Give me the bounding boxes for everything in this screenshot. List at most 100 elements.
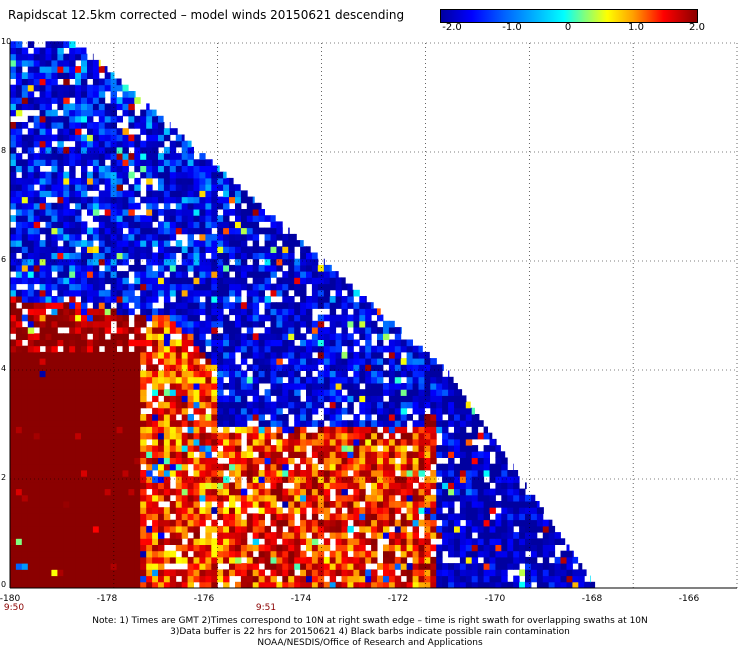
wind-cell bbox=[87, 563, 94, 570]
wind-cell bbox=[140, 383, 147, 390]
wind-cell bbox=[152, 550, 159, 558]
wind-cell bbox=[15, 463, 23, 471]
wind-cell bbox=[276, 407, 283, 415]
wind-cell bbox=[217, 289, 224, 297]
wind-cell bbox=[116, 296, 123, 303]
wind-cell bbox=[388, 569, 396, 577]
wind-cell bbox=[211, 389, 218, 396]
wind-cell bbox=[406, 432, 413, 440]
wind-cell bbox=[63, 463, 70, 471]
wind-cell bbox=[205, 283, 212, 291]
wind-cell bbox=[459, 563, 467, 570]
wind-cell bbox=[181, 544, 189, 552]
wind-cell bbox=[15, 519, 23, 527]
wind-cell bbox=[542, 544, 550, 552]
wind-cell bbox=[45, 581, 52, 589]
wind-cell bbox=[217, 314, 224, 322]
wind-cell bbox=[217, 345, 224, 353]
wind-cell bbox=[365, 581, 372, 589]
wind-cell bbox=[98, 296, 106, 303]
wind-cell bbox=[223, 277, 230, 285]
wind-cell bbox=[146, 463, 153, 471]
wind-cell bbox=[205, 389, 212, 396]
wind-cell bbox=[335, 358, 342, 365]
wind-cell bbox=[187, 327, 194, 334]
wind-cell bbox=[199, 420, 206, 427]
wind-cell bbox=[193, 432, 200, 440]
wind-cell bbox=[306, 339, 313, 347]
wind-cell bbox=[87, 122, 94, 129]
wind-cell bbox=[377, 451, 384, 458]
wind-cell bbox=[10, 451, 17, 458]
wind-cell bbox=[116, 209, 123, 216]
wind-cell bbox=[169, 289, 177, 297]
wind-cell bbox=[193, 339, 200, 347]
wind-cell bbox=[229, 538, 236, 545]
wind-cell bbox=[69, 470, 76, 477]
wind-cell bbox=[252, 221, 260, 229]
wind-cell bbox=[33, 140, 41, 148]
wind-cell bbox=[175, 488, 183, 496]
wind-cell bbox=[10, 177, 17, 185]
wind-cell bbox=[39, 320, 46, 328]
wind-cell bbox=[146, 445, 153, 452]
wind-cell bbox=[15, 196, 23, 204]
wind-cell bbox=[383, 407, 390, 415]
wind-cell bbox=[122, 364, 129, 371]
wind-cell bbox=[163, 184, 171, 191]
wind-cell bbox=[530, 494, 536, 502]
wind-cell bbox=[199, 370, 206, 378]
wind-cell bbox=[566, 550, 573, 558]
wind-cell bbox=[98, 414, 106, 421]
wind-cell bbox=[311, 569, 319, 577]
wind-cell bbox=[21, 488, 29, 496]
wind-cell bbox=[87, 482, 94, 490]
wind-cell bbox=[430, 438, 437, 446]
wind-cell bbox=[229, 308, 236, 316]
wind-cell bbox=[27, 196, 35, 204]
wind-cell bbox=[158, 184, 165, 191]
wind-cell bbox=[98, 252, 106, 260]
wind-cell bbox=[27, 445, 35, 452]
wind-cell bbox=[240, 358, 248, 365]
wind-cell bbox=[400, 383, 408, 390]
wind-cell bbox=[329, 569, 337, 577]
wind-cell bbox=[87, 134, 94, 142]
wind-cell bbox=[146, 209, 153, 216]
wind-cell bbox=[75, 581, 82, 589]
wind-cell bbox=[39, 314, 46, 322]
wind-cell bbox=[122, 345, 129, 353]
wind-cell bbox=[92, 432, 100, 440]
wind-cell bbox=[341, 407, 348, 415]
wind-cell bbox=[45, 494, 52, 502]
wind-cell bbox=[205, 171, 212, 179]
wind-cell bbox=[383, 463, 390, 471]
wind-cell bbox=[412, 432, 419, 440]
wind-cell bbox=[276, 420, 283, 427]
wind-cell bbox=[270, 407, 277, 415]
wind-cell bbox=[10, 258, 17, 266]
wind-cell bbox=[436, 575, 443, 583]
wind-cell bbox=[39, 84, 46, 92]
wind-cell bbox=[353, 414, 360, 421]
wind-cell bbox=[181, 140, 189, 148]
wind-cell bbox=[134, 345, 141, 353]
wind-cell bbox=[335, 407, 342, 415]
wind-cell bbox=[412, 550, 419, 558]
wind-cell bbox=[329, 302, 337, 309]
wind-cell bbox=[252, 271, 260, 278]
wind-cell bbox=[140, 159, 147, 166]
wind-cell bbox=[187, 389, 194, 396]
wind-cell bbox=[359, 351, 366, 359]
wind-cell bbox=[240, 389, 248, 396]
wind-cell bbox=[341, 550, 348, 558]
wind-cell bbox=[359, 581, 366, 589]
wind-cell bbox=[513, 482, 520, 490]
wind-cell bbox=[246, 190, 248, 198]
wind-cell bbox=[217, 463, 224, 471]
wind-cell bbox=[21, 84, 29, 92]
wind-cell bbox=[353, 451, 360, 458]
wind-cell bbox=[33, 563, 41, 570]
wind-cell bbox=[388, 550, 396, 558]
wind-cell bbox=[87, 414, 94, 421]
